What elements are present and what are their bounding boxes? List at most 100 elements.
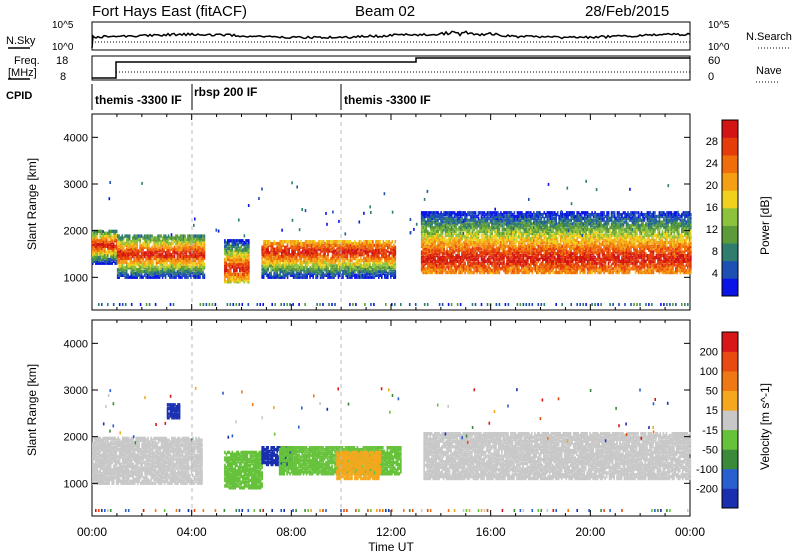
power-cell xyxy=(366,262,368,266)
power-cell xyxy=(438,261,441,265)
power-cell xyxy=(315,258,317,263)
power-cell xyxy=(428,235,430,239)
power-cell xyxy=(533,239,535,243)
power-cell xyxy=(533,255,535,260)
power-cell xyxy=(461,257,463,262)
power-cell xyxy=(358,245,361,249)
power-cell xyxy=(319,266,322,270)
power-cell xyxy=(504,267,507,271)
power-cell xyxy=(474,257,477,262)
power-cell xyxy=(324,247,326,251)
power-cell xyxy=(273,273,275,277)
power-cell xyxy=(506,259,508,263)
power-cell xyxy=(468,227,471,232)
power-cell xyxy=(172,271,174,276)
power-cell xyxy=(286,251,289,255)
power-cell xyxy=(230,267,232,271)
power-cell xyxy=(167,264,170,268)
power-cell xyxy=(425,268,427,273)
power-cell xyxy=(148,241,150,246)
power-cell xyxy=(425,222,427,226)
power-cell xyxy=(498,259,501,263)
power-cell xyxy=(491,254,493,258)
power-cell xyxy=(197,268,200,272)
power-cell xyxy=(458,239,460,243)
power-cell xyxy=(510,231,513,235)
power-cell xyxy=(116,273,119,277)
power-cell xyxy=(456,255,459,260)
power-cell xyxy=(196,245,198,249)
power-cell xyxy=(228,248,231,252)
power-cell xyxy=(322,254,325,259)
power-cell xyxy=(435,226,438,230)
power-cell xyxy=(509,237,511,241)
power-cell xyxy=(372,247,374,251)
power-cell xyxy=(328,262,331,266)
power-cell xyxy=(525,244,528,249)
power-cell xyxy=(366,240,368,244)
power-cell xyxy=(301,264,304,268)
power-cell xyxy=(367,275,370,279)
power-cell xyxy=(134,251,137,255)
power-cell xyxy=(116,268,119,272)
power-cell xyxy=(146,253,149,257)
power-cell xyxy=(327,241,329,246)
power-cell xyxy=(146,241,149,246)
power-cell xyxy=(134,236,137,240)
power-cell xyxy=(107,244,109,249)
power-cell xyxy=(128,243,131,248)
power-cell xyxy=(291,254,293,259)
power-cell xyxy=(336,243,338,248)
power-cell xyxy=(175,271,177,276)
power-cell xyxy=(471,237,474,241)
power-cell xyxy=(432,220,435,224)
power-cell xyxy=(202,275,204,279)
power-cell xyxy=(459,267,462,271)
power-cell xyxy=(360,262,362,266)
power-cell xyxy=(519,261,522,265)
power-cell xyxy=(145,234,147,238)
power-cell xyxy=(364,268,367,272)
power-cell xyxy=(494,220,496,224)
power-cell xyxy=(246,250,249,254)
power-cell xyxy=(148,249,150,253)
power-cell xyxy=(452,242,454,247)
power-cell xyxy=(322,273,325,277)
power-cell xyxy=(169,271,171,276)
power-cell xyxy=(483,265,486,269)
power-cell xyxy=(423,218,426,222)
power-cell xyxy=(288,256,290,261)
power-cell xyxy=(262,269,265,274)
power-cell xyxy=(339,269,341,274)
power-cell xyxy=(440,226,442,230)
power-cell xyxy=(461,231,463,235)
power-cell xyxy=(130,253,132,257)
power-cell xyxy=(294,245,296,249)
power-cell xyxy=(486,261,489,265)
power-cell xyxy=(108,261,110,265)
power-cell xyxy=(271,262,274,266)
power-cell xyxy=(465,229,468,234)
power-cell xyxy=(265,269,268,274)
power-cell xyxy=(297,247,299,251)
power-cell xyxy=(375,273,377,277)
power-cell xyxy=(155,238,158,242)
power-cell xyxy=(273,264,275,268)
power-cell xyxy=(447,237,450,241)
power-cell xyxy=(458,246,460,250)
power-cell xyxy=(510,237,513,241)
power-cell xyxy=(145,256,147,261)
power-cell xyxy=(157,258,159,263)
power-cell xyxy=(145,264,147,268)
power-cell xyxy=(468,222,471,226)
power-cell xyxy=(139,256,141,261)
power-cell xyxy=(483,259,486,263)
power-cell xyxy=(521,214,523,219)
power-cell xyxy=(273,247,275,251)
power-cell xyxy=(236,248,238,252)
power-cell xyxy=(364,240,367,244)
power-cell xyxy=(173,275,176,279)
power-cell xyxy=(506,268,508,273)
power-cell xyxy=(200,236,203,240)
power-cell xyxy=(107,257,109,262)
